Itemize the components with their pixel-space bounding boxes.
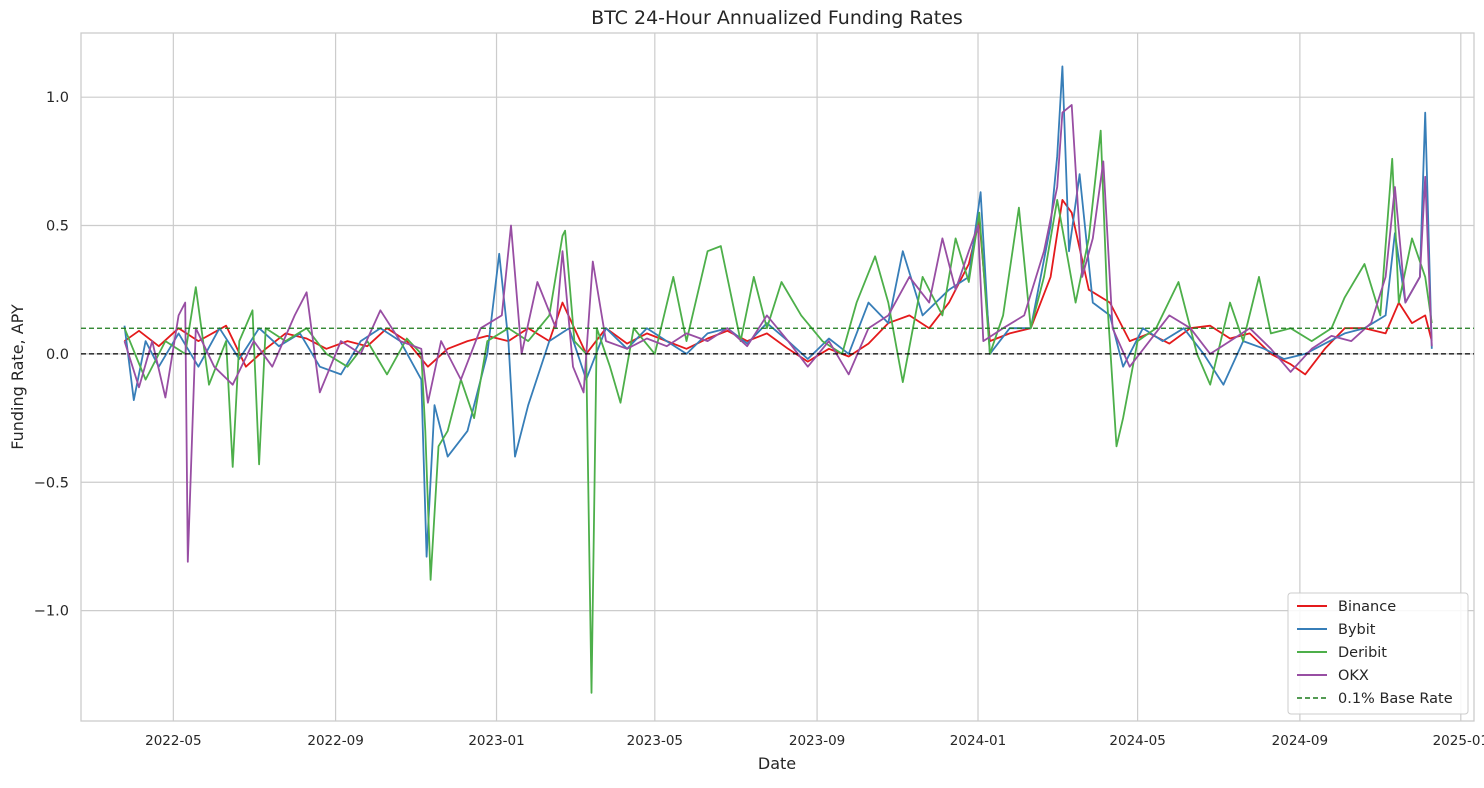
series-line-deribit — [123, 129, 1433, 694]
x-tick-label: 2025-01 — [1433, 733, 1484, 749]
legend-box — [1287, 592, 1469, 715]
legend-label: OKX — [1338, 668, 1369, 684]
legend-label: 0.1% Base Rate — [1338, 691, 1453, 707]
x-tick-label: 2022-09 — [307, 733, 363, 749]
legend: Binance Bybit Deribit OKX 0.1% Base Rate — [1287, 592, 1469, 715]
y-tick-label: −0.5 — [34, 475, 69, 491]
axis-ticks: 2022-05 2022-09 2023-01 2023-05 2023-09 2024-… — [34, 90, 1484, 749]
y-tick-label: 1.0 — [46, 90, 69, 106]
plot-frame — [80, 32, 1475, 722]
x-axis-label: Date — [758, 754, 796, 773]
x-tick-label: 2024-05 — [1109, 733, 1165, 749]
legend-label: Bybit — [1338, 622, 1376, 638]
y-axis-label: Funding Rate, APY — [8, 304, 27, 450]
y-tick-label: 0.0 — [46, 347, 69, 363]
x-tick-label: 2023-09 — [789, 733, 845, 749]
y-tick-label: 0.5 — [46, 219, 69, 235]
legend-label: Deribit — [1338, 645, 1387, 661]
series-line-bybit — [123, 65, 1433, 558]
reference-lines — [81, 327, 1474, 355]
legend-label: Binance — [1338, 599, 1396, 615]
chart-title: BTC 24-Hour Annualized Funding Rates — [591, 7, 963, 29]
x-tick-label: 2024-09 — [1272, 733, 1328, 749]
x-tick-label: 2022-05 — [145, 733, 201, 749]
x-tick-label: 2024-01 — [950, 733, 1006, 749]
y-tick-label: −1.0 — [34, 604, 69, 620]
x-tick-label: 2023-05 — [627, 733, 683, 749]
x-tick-label: 2023-01 — [468, 733, 524, 749]
